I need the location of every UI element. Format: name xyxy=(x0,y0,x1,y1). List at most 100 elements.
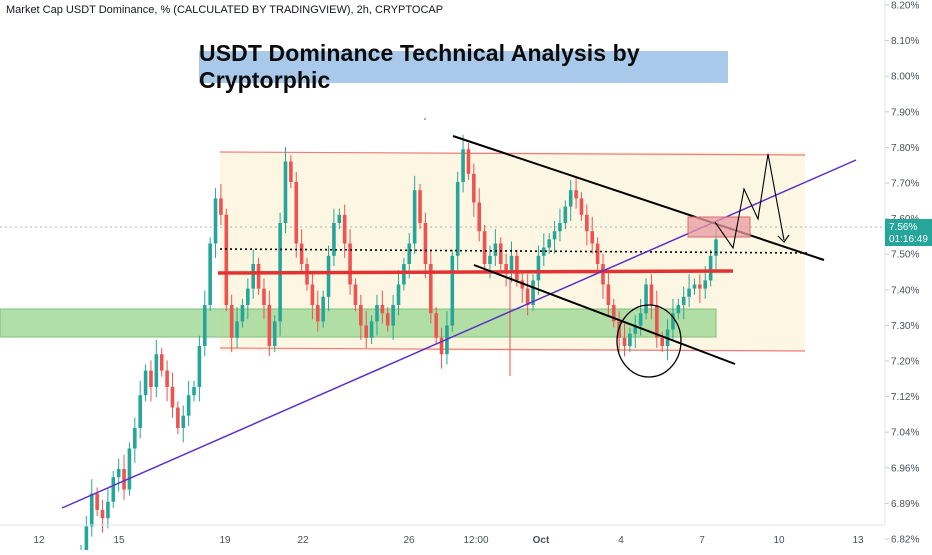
projection-path xyxy=(714,153,785,250)
candle-body xyxy=(708,255,713,281)
candle-body xyxy=(133,428,137,449)
candle-body xyxy=(299,243,304,264)
candle-body xyxy=(644,284,648,314)
candle-body xyxy=(213,198,218,244)
candle-body xyxy=(568,190,573,207)
candle-body xyxy=(176,407,180,428)
red-support-line xyxy=(217,269,734,275)
candle-body xyxy=(100,510,105,519)
price-tick-label: 7.50% xyxy=(891,250,919,261)
symbol-header: Market Cap USDT Dominance, % (CALCULATED… xyxy=(6,4,444,16)
candle-body xyxy=(391,305,395,326)
falling-channel-bottom xyxy=(473,264,736,365)
price-tick-label: 8.20% xyxy=(891,1,919,12)
candle-body xyxy=(563,206,568,223)
chart-title: USDT Dominance Technical Analysis by Cry… xyxy=(199,40,640,93)
time-tick-label: 15 xyxy=(113,535,125,546)
candle-body xyxy=(525,288,530,305)
candle-body xyxy=(493,243,498,256)
price-tick-label: 6.82% xyxy=(891,535,919,546)
candle-body xyxy=(595,243,600,264)
candle-body xyxy=(246,288,250,305)
candle-body xyxy=(660,337,664,346)
candle-body xyxy=(472,173,476,203)
candle-body xyxy=(267,305,272,346)
candle-body xyxy=(116,469,121,478)
candle-body xyxy=(455,182,460,256)
candle-body xyxy=(380,305,385,314)
time-tick-label: 22 xyxy=(297,535,309,546)
candle-body xyxy=(315,305,320,322)
price-tick-label: 7.20% xyxy=(891,357,919,368)
candle-body xyxy=(579,198,584,215)
candle-body xyxy=(434,313,438,338)
candle-body xyxy=(714,239,718,256)
candle-body xyxy=(509,255,514,273)
candle-body xyxy=(326,255,331,297)
candle-body xyxy=(359,305,363,326)
candle-body xyxy=(574,190,578,199)
candle-body xyxy=(353,284,358,305)
candle-body xyxy=(127,448,132,490)
candle-body xyxy=(208,243,212,305)
candle-body xyxy=(310,284,315,305)
candle-body xyxy=(197,346,202,387)
candle-body xyxy=(552,231,557,240)
candle-body xyxy=(106,501,110,519)
candle-body xyxy=(450,255,455,326)
candle-body xyxy=(143,370,148,396)
green-demand-zone xyxy=(0,309,716,337)
candle-body xyxy=(235,321,239,338)
price-tick-label: 8.00% xyxy=(891,72,919,83)
time-tick-label: 13 xyxy=(852,535,864,546)
price-tick-label: 6.89% xyxy=(891,499,919,510)
candle-body xyxy=(369,321,374,338)
title-banner: USDT Dominance Technical Analysis by Cry… xyxy=(199,40,728,93)
candle-body xyxy=(536,255,541,281)
falling-channel-top xyxy=(452,135,825,261)
candle-body xyxy=(461,149,465,182)
candle-body xyxy=(342,214,347,244)
candle-body xyxy=(89,493,94,527)
time-tick-label: Oct xyxy=(533,535,550,546)
range-top-line xyxy=(219,151,806,156)
time-tick-label: 12 xyxy=(33,535,45,546)
candle-body xyxy=(149,370,153,387)
candle-body xyxy=(283,161,288,223)
time-tick-label: 10 xyxy=(773,535,785,546)
candle-body xyxy=(488,255,492,264)
candle-body xyxy=(332,223,336,256)
candle-body xyxy=(407,243,412,264)
candle-body xyxy=(655,305,659,338)
range-bottom-line xyxy=(219,347,806,352)
candle-body xyxy=(428,264,433,314)
candle-body xyxy=(703,280,708,289)
price-tick-label: 7.30% xyxy=(891,321,919,332)
candle-body xyxy=(224,214,229,305)
candle-body xyxy=(687,288,691,297)
candle-body xyxy=(402,264,406,285)
time-tick-label: 19 xyxy=(219,535,231,546)
price-tick-label: 6.96% xyxy=(891,463,919,474)
candle-body xyxy=(240,305,245,322)
candle-body xyxy=(111,477,116,502)
candle-body xyxy=(159,354,164,371)
candle-body xyxy=(498,243,503,264)
candle-body xyxy=(681,296,686,305)
price-tick-label: 7.90% xyxy=(891,107,919,118)
price-tick-label: 7.70% xyxy=(891,179,919,190)
candle-body xyxy=(289,161,293,182)
candle-body xyxy=(633,325,638,334)
price-tick-label: 7.12% xyxy=(891,392,919,403)
candle-body xyxy=(337,214,342,223)
candle-body xyxy=(321,296,325,322)
candle-body xyxy=(590,231,595,244)
candle-body xyxy=(611,305,616,322)
candle-body xyxy=(396,284,401,305)
candle-body xyxy=(477,202,482,232)
candle-body xyxy=(348,243,352,285)
candle-body xyxy=(504,264,508,273)
candle-body xyxy=(262,288,266,305)
candle-body xyxy=(558,223,562,232)
